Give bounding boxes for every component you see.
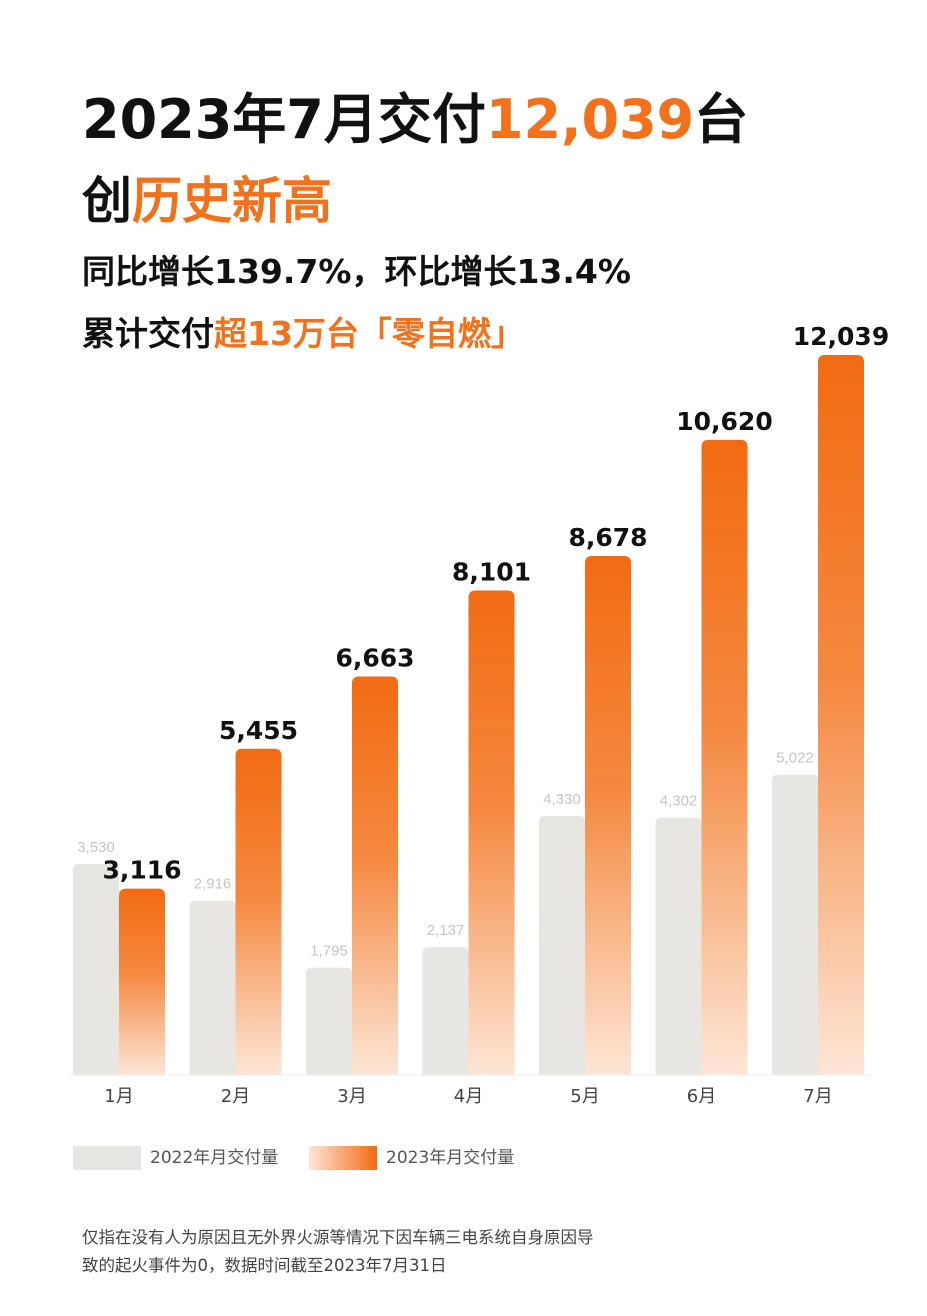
bar-2023-1 — [119, 888, 165, 1075]
x-tick-1: 1月 — [104, 1086, 133, 1107]
cumulative-prefix: 累计交付 — [82, 314, 214, 353]
headline-prefix: 2023年7月交付 — [82, 88, 486, 151]
series-2023-labels: 3,116 5,455 6,663 8,101 8,678 10,620 12,039 — [102, 322, 889, 885]
label-2022-3: 1,795 — [310, 943, 348, 960]
label-2023-3: 6,663 — [335, 644, 414, 673]
bar-2022-6 — [655, 817, 702, 1075]
bar-2022-1 — [73, 863, 119, 1075]
delivery-bar-chart: 3,530 2,916 1,795 2,137 4,330 4,302 5,022 3,11… — [70, 322, 889, 1107]
bar-2023-5 — [585, 556, 631, 1075]
headline-line-2: 创历史新高 — [82, 170, 332, 232]
bar-2023-6 — [701, 439, 748, 1075]
headline2-highlight: 历史新高 — [132, 172, 332, 230]
bar-2023-3 — [352, 676, 398, 1075]
bar-2022-7 — [772, 774, 818, 1075]
legend-swatch-2023 — [309, 1146, 377, 1170]
growth-subtitle: 同比增长139.7%，环比增长13.4% — [82, 252, 631, 291]
bar-2022-4 — [422, 947, 469, 1075]
legend-label-2023: 2023年月交付量 — [386, 1148, 515, 1168]
label-2023-6: 10,620 — [676, 407, 772, 436]
label-2023-4: 8,101 — [452, 558, 531, 587]
label-2022-4: 2,137 — [427, 922, 465, 939]
label-2022-6: 4,302 — [660, 793, 698, 810]
bar-2023-4 — [468, 590, 515, 1075]
legend: 2022年月交付量 2023年月交付量 — [73, 1146, 533, 1170]
x-tick-6: 6月 — [687, 1086, 716, 1107]
bar-2023-7 — [818, 355, 864, 1075]
headline-highlight-number: 12,039 — [485, 88, 695, 151]
series-2022-bars — [73, 774, 818, 1075]
series-2023-bars — [119, 355, 864, 1075]
footnote: 仅指在没有人为原因且无外界火源等情况下因车辆三电系统自身原因导致的起火事件为0，… — [82, 1228, 594, 1275]
label-2022-7: 5,022 — [776, 750, 814, 767]
label-2022-2: 2,916 — [194, 876, 232, 893]
x-axis-ticks: 1月 2月 3月 4月 5月 6月 7月 — [104, 1086, 832, 1107]
headline-line-1: 2023年7月交付12,039台 — [82, 88, 748, 152]
x-tick-7: 7月 — [803, 1086, 832, 1107]
label-2022-5: 4,330 — [543, 791, 581, 808]
headline2-prefix: 创 — [82, 172, 132, 230]
cumulative-subtitle: 累计交付超13万台「零自燃」 — [82, 312, 524, 356]
label-2023-7: 12,039 — [793, 322, 889, 351]
bar-2022-3 — [306, 967, 352, 1075]
headline-suffix: 台 — [694, 88, 749, 151]
label-2023-1: 3,116 — [102, 856, 181, 885]
x-tick-5: 5月 — [570, 1086, 599, 1107]
x-tick-2: 2月 — [221, 1086, 250, 1107]
bar-2023-2 — [235, 748, 282, 1075]
x-tick-4: 4月 — [454, 1086, 483, 1107]
series-2022-labels: 3,530 2,916 1,795 2,137 4,330 4,302 5,022 — [77, 750, 814, 960]
label-2023-5: 8,678 — [568, 523, 647, 552]
bar-2022-2 — [189, 900, 236, 1075]
label-2023-2: 5,455 — [219, 716, 298, 745]
cumulative-highlight: 超13万台「零自燃」 — [214, 314, 524, 353]
label-2022-1: 3,530 — [77, 839, 115, 856]
bar-2022-5 — [539, 816, 585, 1075]
legend-swatch-2022 — [73, 1146, 141, 1170]
legend-label-2022: 2022年月交付量 — [150, 1148, 279, 1168]
x-tick-3: 3月 — [337, 1086, 366, 1107]
